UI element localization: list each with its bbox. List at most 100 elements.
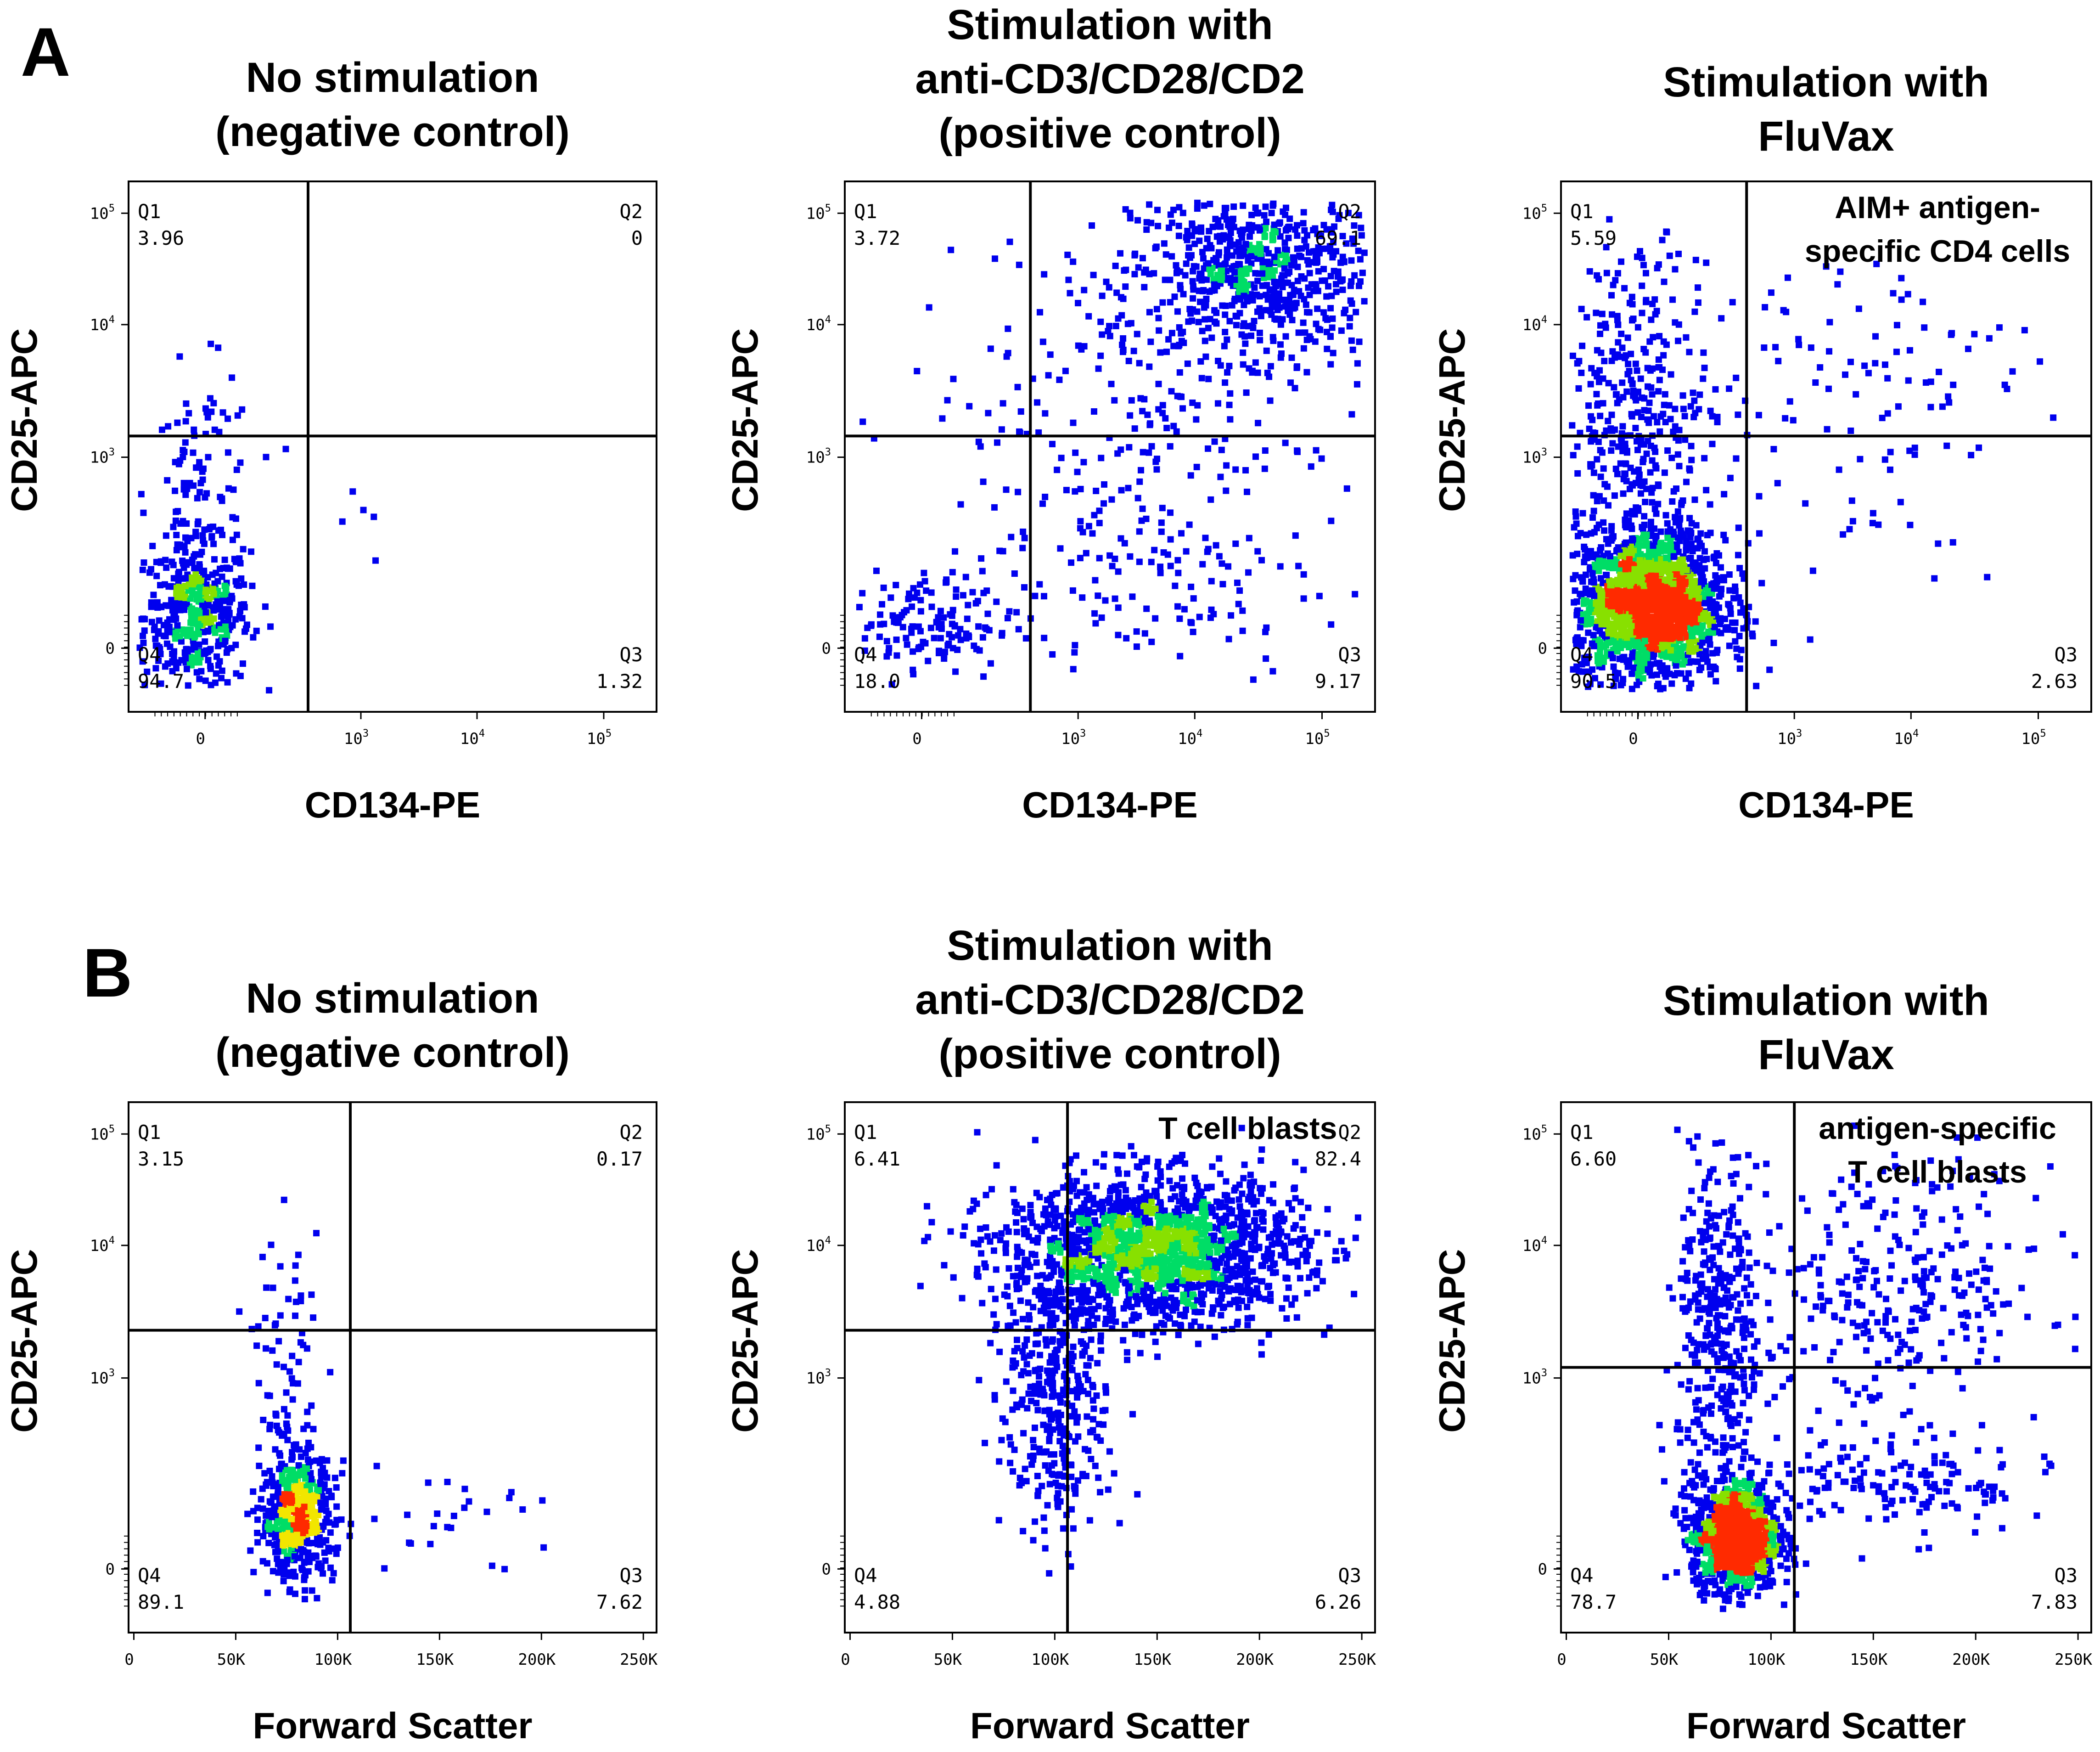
event-dot [269,1347,276,1354]
event-dot [1134,331,1140,338]
event-dot [1303,369,1310,376]
event-dot [1181,606,1188,613]
event-dot [1215,357,1222,364]
plot-title-line: (positive control) [938,1031,1281,1077]
event-dot [1640,262,1647,269]
event-dot [1359,270,1366,276]
event-dot [1179,209,1186,216]
event-dot [1200,255,1207,262]
event-dot [999,630,1005,637]
event-dot [195,608,202,614]
event-dot [310,1314,317,1321]
event-dot [1141,269,1148,276]
event-dot [196,641,202,648]
event-dot [960,1232,966,1239]
event-dot [1682,579,1689,586]
event-dot [1736,565,1743,572]
event-dot [1188,620,1195,626]
event-dot [966,403,973,410]
event-dot [168,597,175,603]
event-dot [1879,415,1886,422]
event-dot [1333,248,1340,255]
event-dot [1699,622,1706,629]
event-dot [925,658,932,665]
y-axis-title: CD25-APC [724,328,765,512]
event-dot [1684,607,1691,614]
event-dot [1127,412,1134,419]
event-dot [1600,465,1607,472]
event-dot [1146,363,1153,370]
event-dot [1715,604,1722,611]
event-dot [1294,448,1301,455]
event-dot [1585,402,1592,409]
x-tick-label: 0 [124,1651,134,1669]
event-dot [1633,682,1640,688]
event-dot [295,1251,302,1258]
event-dot [1935,540,1942,547]
event-dot [1676,462,1683,469]
event-dot [1077,485,1084,492]
event-dot [1670,580,1677,587]
event-dot [904,641,910,648]
event-dot [425,1479,432,1486]
event-dot [1292,532,1299,539]
event-dot [1656,333,1663,340]
event-dot [980,673,987,680]
event-dot [1717,620,1724,627]
event-dot [204,414,211,421]
event-dot [1223,216,1230,223]
event-dot [978,555,985,562]
event-dot [275,1338,282,1345]
event-dot [1175,222,1182,229]
event-dot [1303,301,1309,308]
event-dot [233,670,240,677]
y-tick-label: 103 [90,1368,115,1388]
event-dot [1629,301,1636,308]
event-dot [1950,382,1957,389]
plot-title-line: Stimulation with [947,1,1273,48]
event-dot [1660,561,1667,568]
event-dot [1252,359,1259,366]
event-dot [1293,364,1300,371]
event-dot [1190,268,1196,275]
event-dot [328,1493,335,1500]
event-dot [1140,449,1146,456]
event-dot [291,1446,298,1453]
event-dot [1159,410,1166,417]
event-dot [1652,311,1659,318]
event-dot [1124,321,1131,327]
event-dot [1175,232,1182,239]
event-dot [1691,397,1698,404]
plot-frame [844,180,1376,713]
event-dot [272,1410,279,1417]
event-dot [1263,655,1269,662]
x-tick-exponent: 5 [1324,728,1330,739]
event-dot [954,646,961,653]
event-dot [964,615,971,622]
x-axis-title: Forward Scatter [253,1705,532,1746]
event-dot [984,610,991,617]
event-dot [148,566,155,573]
event-dot [303,1345,310,1352]
event-dot [1234,580,1241,586]
event-dot [1347,315,1353,321]
event-dot [1617,682,1624,688]
event-dot [304,1422,311,1429]
event-dot [1179,405,1186,412]
event-dot [1208,245,1215,252]
event-dot [1218,274,1225,281]
event-dot [1775,358,1782,365]
event-dot [1770,446,1777,453]
event-dot [292,1277,298,1284]
event-dot [1668,371,1674,378]
event-dot [952,668,959,675]
event-dot [873,567,880,574]
event-dot [1601,481,1608,488]
event-dot [1240,349,1247,356]
event-dot [1296,252,1303,259]
event-dot [1276,290,1283,297]
event-dot [1625,361,1632,367]
event-dot [1855,305,1862,312]
event-dot [1609,440,1616,447]
event-dot [1650,542,1656,549]
